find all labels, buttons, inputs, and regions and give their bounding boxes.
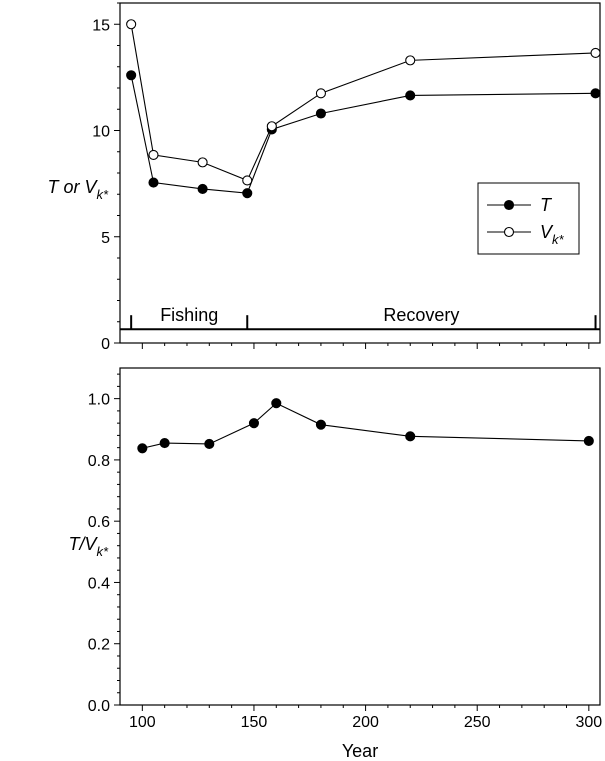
top-y-tick-label: 0 xyxy=(101,336,110,353)
bottom-plot-frame xyxy=(119,367,601,706)
top-series-0-point xyxy=(126,70,137,81)
bottom-y-tick-label: 0.8 xyxy=(88,453,110,470)
legend-label-text: T xyxy=(540,195,553,215)
top-series-0-point xyxy=(148,177,159,188)
legend-label-sub: k* xyxy=(552,232,565,247)
top-y-axis-label-main: T or V xyxy=(47,177,98,197)
bottom-y-axis-label-sub: k* xyxy=(96,544,108,559)
bottom-series-0-point xyxy=(137,443,148,454)
top-y-tick-label: 15 xyxy=(92,17,110,34)
legend-box xyxy=(477,182,580,255)
top-series-0-point xyxy=(197,183,208,194)
legend-marker-0 xyxy=(503,199,515,211)
legend: TVk* xyxy=(477,182,580,255)
bottom-panel: 0.0 0.2 0.4 0.6 0.8 1.0 100 150 200 250 300 Year T/V… xyxy=(68,367,602,761)
top-series-1-point xyxy=(148,149,159,160)
bottom-y-tick-label: 0.4 xyxy=(88,575,110,592)
bottom-y-tick-label: 0.6 xyxy=(88,514,110,531)
bottom-series-0-point xyxy=(315,419,326,430)
bottom-y-tick-label: 0.2 xyxy=(88,637,110,654)
top-series-1-point xyxy=(405,55,416,66)
top-series-1-line xyxy=(130,24,596,182)
bottom-y-axis-label-main: T/V xyxy=(68,534,98,554)
bottom-y-tick-label: 0.0 xyxy=(88,698,110,715)
top-plot-frame xyxy=(119,2,601,344)
phase-label-fishing: Fishing xyxy=(160,305,218,325)
bottom-series-0-point xyxy=(248,418,260,429)
legend-marker-1 xyxy=(503,226,515,238)
top-y-tick-label: 5 xyxy=(101,230,110,247)
bottom-y-axis-label: T/Vk* xyxy=(68,534,108,559)
bottom-x-axis-label: Year xyxy=(342,741,378,761)
top-series-1-point xyxy=(590,47,601,58)
top-y-axis-label-sub: k* xyxy=(96,187,108,202)
top-series-1-point xyxy=(266,121,277,132)
phase-label-recovery: Recovery xyxy=(383,305,459,325)
top-series-0-point xyxy=(405,90,416,101)
top-series-0-point xyxy=(590,88,601,99)
bottom-series-0-point xyxy=(271,398,282,409)
legend-label-main: V xyxy=(540,222,554,242)
bottom-x-tick-label: 200 xyxy=(352,714,379,731)
top-series-1-point xyxy=(242,175,253,186)
bottom-series-0-line xyxy=(142,402,589,449)
top-y-axis-label: T or Vk* xyxy=(47,177,108,202)
top-series-1-point xyxy=(315,88,326,99)
legend-label-0: T xyxy=(540,195,553,215)
bottom-x-tick-label: 150 xyxy=(241,714,268,731)
bottom-x-tick-label: 300 xyxy=(575,714,602,731)
bottom-series-0-point xyxy=(583,435,594,446)
bottom-y-tick-label: 1.0 xyxy=(88,392,110,409)
bottom-x-tick-label: 250 xyxy=(464,714,491,731)
top-series-1-point xyxy=(197,157,208,168)
top-series-0-point xyxy=(315,108,326,119)
top-series-1-point xyxy=(126,19,137,30)
top-y-tick-label: 10 xyxy=(92,124,110,141)
top-series-0-line xyxy=(130,75,596,194)
legend-label-1: Vk* xyxy=(540,222,565,247)
bottom-series-0-point xyxy=(405,431,416,442)
top-series-0-point xyxy=(242,188,253,199)
bottom-series-0-point xyxy=(159,438,170,449)
bottom-x-tick-label: 100 xyxy=(129,714,156,731)
bottom-series-0-point xyxy=(204,438,215,450)
